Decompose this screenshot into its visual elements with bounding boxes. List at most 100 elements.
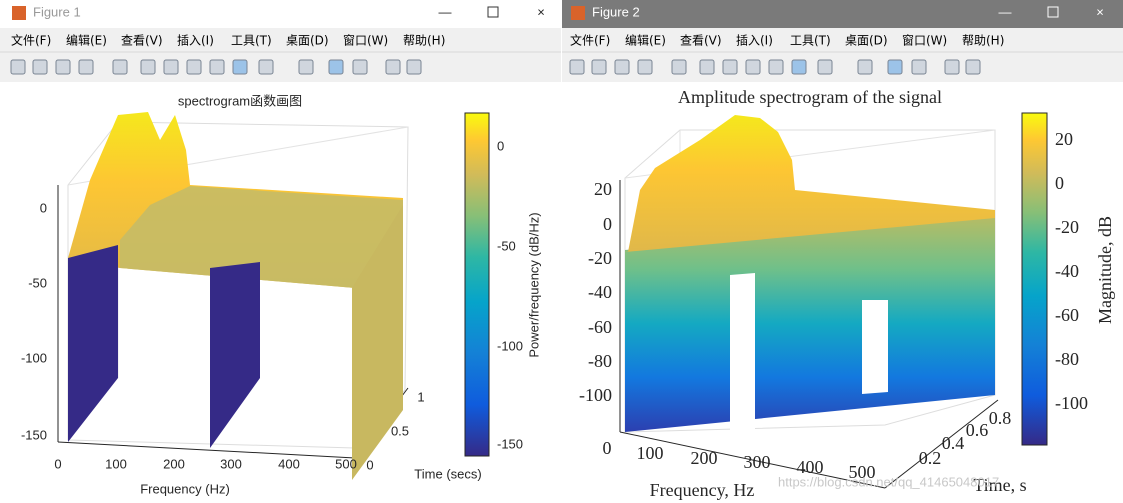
close-button[interactable]: × [537, 4, 545, 19]
y-tick-label: 0.4 [942, 433, 965, 453]
toolbar-button[interactable] [944, 59, 960, 75]
x-tick-label: 0 [603, 438, 612, 458]
toolbar-button[interactable] [857, 59, 873, 75]
y-tick-label: 0.6 [966, 420, 989, 440]
surface [625, 215, 995, 432]
maximize-button[interactable] [487, 6, 499, 18]
menu-item[interactable]: 窗口(W) [902, 34, 947, 48]
menu-item[interactable]: 窗口(W) [343, 34, 388, 48]
x-tick-label: 300 [744, 452, 771, 472]
surface-gap [862, 300, 888, 394]
x-tick-label: 400 [797, 457, 824, 477]
menu-item[interactable]: 插入(I) [177, 34, 214, 48]
z-tick-label: -100 [579, 385, 612, 405]
colorbar-tick-label: -50 [497, 238, 516, 253]
menu-item[interactable]: 文件(F) [11, 33, 51, 48]
toolbar-button[interactable] [569, 59, 585, 75]
x-tick-label: 0 [54, 456, 61, 471]
toolbar-button[interactable] [591, 59, 607, 75]
menu-item[interactable]: 帮助(H) [962, 34, 1004, 48]
minimize-button[interactable]: — [439, 4, 452, 19]
menu-item[interactable]: 文件(F) [570, 33, 610, 48]
toolbar-button[interactable] [140, 59, 156, 75]
toolbar-button[interactable] [791, 59, 807, 75]
menu-item[interactable]: 查看(V) [121, 34, 163, 48]
menu-item[interactable]: 编辑(E) [66, 33, 107, 48]
y-tick-label: 0.5 [391, 423, 409, 438]
toolbar-button[interactable] [298, 59, 314, 75]
toolbar-button[interactable] [406, 59, 422, 75]
toolbar-button[interactable] [671, 59, 687, 75]
window-1: Figure 1 — × 文件(F) 编辑(E) 查看(V) 插入(I) 工具(T) 桌面… [0, 0, 561, 503]
colorbar-tick-label: 0 [497, 138, 504, 153]
app-icon [12, 6, 26, 20]
toolbar-button[interactable] [385, 59, 401, 75]
colorbar-tick-label: 20 [1055, 129, 1073, 149]
z-tick-label: -80 [588, 351, 612, 371]
toolbar-button[interactable] [965, 59, 981, 75]
colorbar [464, 112, 490, 457]
toolbar-button[interactable] [614, 59, 630, 75]
app-icon [571, 6, 585, 20]
toolbar-button[interactable] [10, 59, 26, 75]
toolbar-button[interactable] [78, 59, 94, 75]
toolbar-button[interactable] [112, 59, 128, 75]
menu-item[interactable]: 桌面(D) [286, 34, 329, 48]
toolbar-button[interactable] [911, 59, 927, 75]
close-button[interactable]: × [1096, 4, 1104, 19]
z-tick-label: -40 [588, 282, 612, 302]
toolbar-button[interactable] [887, 59, 903, 75]
toolbar-button[interactable] [817, 59, 833, 75]
x-tick-label: 100 [105, 456, 127, 471]
z-tick-label: -100 [21, 350, 47, 365]
maximize-button[interactable] [1047, 6, 1059, 18]
surface-gap [730, 273, 755, 438]
colorbar-tick-label: -100 [497, 338, 523, 353]
axes-3d [57, 112, 409, 480]
menu-item[interactable]: 工具(T) [231, 34, 272, 48]
axes-title: spectrogram函数画图 [178, 93, 302, 108]
y-tick-label: 0.2 [919, 448, 942, 468]
surface-wall [352, 205, 403, 480]
z-tick-label: -50 [28, 275, 47, 290]
menu-item[interactable]: 查看(V) [680, 34, 722, 48]
toolbar-button[interactable] [258, 59, 274, 75]
surface-wall [210, 262, 260, 448]
x-tick-label: 400 [278, 456, 300, 471]
menu-item[interactable]: 插入(I) [736, 34, 773, 48]
toolbar-button[interactable] [328, 59, 344, 75]
surface [625, 115, 995, 252]
toolbar-button[interactable] [209, 59, 225, 75]
y-axis-label: Time, s [973, 475, 1026, 495]
toolbar-button[interactable] [232, 59, 248, 75]
toolbar-button[interactable] [722, 59, 738, 75]
menu-item[interactable]: 桌面(D) [845, 34, 888, 48]
x-tick-label: 500 [849, 462, 876, 482]
toolbar-button[interactable] [163, 59, 179, 75]
toolbar-button[interactable] [352, 59, 368, 75]
colorbar-tick-label: -100 [1055, 393, 1088, 413]
menu-item[interactable]: 编辑(E) [625, 33, 666, 48]
z-tick-label: -20 [588, 248, 612, 268]
minimize-button[interactable]: — [999, 4, 1012, 19]
menu-item[interactable]: 工具(T) [790, 34, 831, 48]
colorbar-tick-label: -60 [1055, 305, 1079, 325]
toolbar-button[interactable] [186, 59, 202, 75]
z-tick-label: 0 [603, 214, 612, 234]
colorbar-tick-label: -20 [1055, 217, 1079, 237]
toolbar-button[interactable] [745, 59, 761, 75]
toolbar-button[interactable] [637, 59, 653, 75]
y-axis-label: Time (secs) [414, 466, 481, 481]
watermark: https://blog.csdn.net/qq_41465048017 [778, 474, 999, 489]
toolbar-button[interactable] [55, 59, 71, 75]
z-tick-label: 0 [40, 200, 47, 215]
axes-3d [619, 115, 999, 489]
toolbar-button[interactable] [768, 59, 784, 75]
x-tick-label: 200 [691, 448, 718, 468]
menu-item[interactable]: 帮助(H) [403, 34, 445, 48]
surface-wall [68, 245, 118, 442]
toolbar-button[interactable] [32, 59, 48, 75]
colorbar [1021, 112, 1048, 446]
toolbar-button[interactable] [699, 59, 715, 75]
